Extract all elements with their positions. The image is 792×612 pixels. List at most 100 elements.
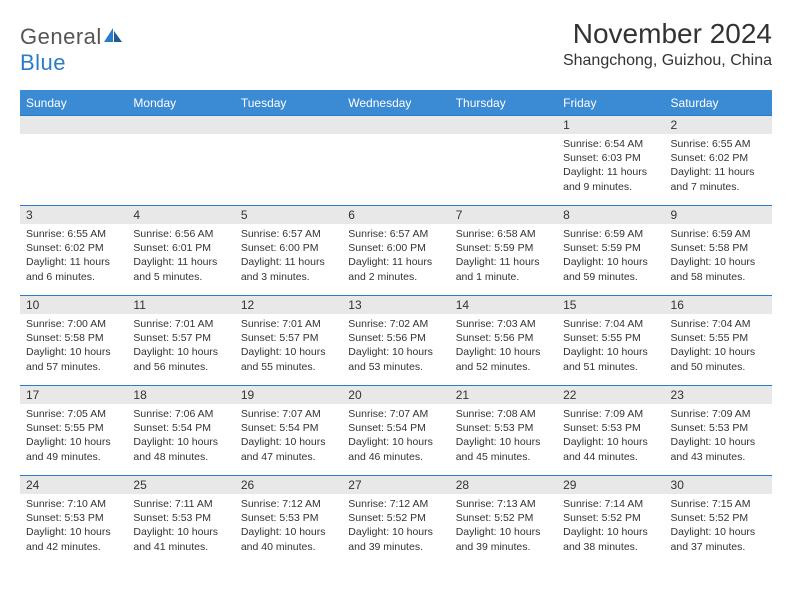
calendar-day-cell: 21Sunrise: 7:08 AMSunset: 5:53 PMDayligh… [450, 386, 557, 476]
calendar-day-cell: 11Sunrise: 7:01 AMSunset: 5:57 PMDayligh… [127, 296, 234, 386]
sunrise-text: Sunrise: 7:09 AM [563, 407, 658, 421]
day-number: 26 [235, 476, 342, 494]
brand-logo: GeneralBlue [20, 18, 124, 76]
daylight-text: Daylight: 10 hours and 56 minutes. [133, 345, 228, 373]
sunrise-text: Sunrise: 7:12 AM [348, 497, 443, 511]
day-details: Sunrise: 7:08 AMSunset: 5:53 PMDaylight:… [450, 404, 557, 468]
sunset-text: Sunset: 5:53 PM [241, 511, 336, 525]
sunrise-text: Sunrise: 6:57 AM [241, 227, 336, 241]
weekday-header: Friday [557, 91, 664, 116]
sunset-text: Sunset: 5:53 PM [26, 511, 121, 525]
day-number: 9 [665, 206, 772, 224]
calendar-day-cell: 26Sunrise: 7:12 AMSunset: 5:53 PMDayligh… [235, 476, 342, 566]
day-number: 1 [557, 116, 664, 134]
day-number: 23 [665, 386, 772, 404]
daylight-text: Daylight: 10 hours and 58 minutes. [671, 255, 766, 283]
sunset-text: Sunset: 5:55 PM [563, 331, 658, 345]
calendar-day-cell [450, 116, 557, 206]
sunset-text: Sunset: 5:54 PM [241, 421, 336, 435]
day-details: Sunrise: 6:59 AMSunset: 5:58 PMDaylight:… [665, 224, 772, 288]
calendar-day-cell: 2Sunrise: 6:55 AMSunset: 6:02 PMDaylight… [665, 116, 772, 206]
sunrise-text: Sunrise: 7:07 AM [241, 407, 336, 421]
daylight-text: Daylight: 10 hours and 45 minutes. [456, 435, 551, 463]
calendar-table: Sunday Monday Tuesday Wednesday Thursday… [20, 90, 772, 566]
header: GeneralBlue November 2024 Shangchong, Gu… [20, 18, 772, 76]
sunrise-text: Sunrise: 7:03 AM [456, 317, 551, 331]
day-number: 22 [557, 386, 664, 404]
sunrise-text: Sunrise: 7:00 AM [26, 317, 121, 331]
day-number: 16 [665, 296, 772, 314]
calendar-week-row: 24Sunrise: 7:10 AMSunset: 5:53 PMDayligh… [20, 476, 772, 566]
daylight-text: Daylight: 10 hours and 39 minutes. [456, 525, 551, 553]
sunset-text: Sunset: 6:01 PM [133, 241, 228, 255]
daylight-text: Daylight: 10 hours and 53 minutes. [348, 345, 443, 373]
day-number [450, 116, 557, 134]
sunset-text: Sunset: 5:53 PM [563, 421, 658, 435]
day-number: 29 [557, 476, 664, 494]
sunrise-text: Sunrise: 6:54 AM [563, 137, 658, 151]
daylight-text: Daylight: 11 hours and 9 minutes. [563, 165, 658, 193]
sunset-text: Sunset: 5:53 PM [671, 421, 766, 435]
day-details: Sunrise: 7:00 AMSunset: 5:58 PMDaylight:… [20, 314, 127, 378]
sunrise-text: Sunrise: 7:02 AM [348, 317, 443, 331]
day-details: Sunrise: 7:04 AMSunset: 5:55 PMDaylight:… [557, 314, 664, 378]
daylight-text: Daylight: 10 hours and 57 minutes. [26, 345, 121, 373]
daylight-text: Daylight: 10 hours and 41 minutes. [133, 525, 228, 553]
day-details: Sunrise: 7:11 AMSunset: 5:53 PMDaylight:… [127, 494, 234, 558]
sunset-text: Sunset: 6:03 PM [563, 151, 658, 165]
weekday-header: Wednesday [342, 91, 449, 116]
sunrise-text: Sunrise: 7:01 AM [241, 317, 336, 331]
sunrise-text: Sunrise: 7:05 AM [26, 407, 121, 421]
day-number: 24 [20, 476, 127, 494]
weekday-header: Thursday [450, 91, 557, 116]
day-details: Sunrise: 6:57 AMSunset: 6:00 PMDaylight:… [342, 224, 449, 288]
day-number: 5 [235, 206, 342, 224]
day-number: 20 [342, 386, 449, 404]
sunset-text: Sunset: 5:59 PM [456, 241, 551, 255]
sunset-text: Sunset: 5:57 PM [133, 331, 228, 345]
sunrise-text: Sunrise: 7:13 AM [456, 497, 551, 511]
calendar-day-cell: 10Sunrise: 7:00 AMSunset: 5:58 PMDayligh… [20, 296, 127, 386]
calendar-day-cell: 22Sunrise: 7:09 AMSunset: 5:53 PMDayligh… [557, 386, 664, 476]
daylight-text: Daylight: 10 hours and 37 minutes. [671, 525, 766, 553]
calendar-day-cell: 5Sunrise: 6:57 AMSunset: 6:00 PMDaylight… [235, 206, 342, 296]
daylight-text: Daylight: 11 hours and 1 minute. [456, 255, 551, 283]
sunset-text: Sunset: 5:54 PM [133, 421, 228, 435]
calendar-day-cell: 15Sunrise: 7:04 AMSunset: 5:55 PMDayligh… [557, 296, 664, 386]
day-details: Sunrise: 7:09 AMSunset: 5:53 PMDaylight:… [557, 404, 664, 468]
day-details: Sunrise: 7:14 AMSunset: 5:52 PMDaylight:… [557, 494, 664, 558]
day-number: 19 [235, 386, 342, 404]
day-number: 27 [342, 476, 449, 494]
day-details: Sunrise: 7:09 AMSunset: 5:53 PMDaylight:… [665, 404, 772, 468]
daylight-text: Daylight: 10 hours and 52 minutes. [456, 345, 551, 373]
sunset-text: Sunset: 5:52 PM [348, 511, 443, 525]
weekday-header-row: Sunday Monday Tuesday Wednesday Thursday… [20, 91, 772, 116]
calendar-day-cell: 13Sunrise: 7:02 AMSunset: 5:56 PMDayligh… [342, 296, 449, 386]
day-number: 21 [450, 386, 557, 404]
day-details: Sunrise: 7:02 AMSunset: 5:56 PMDaylight:… [342, 314, 449, 378]
sunrise-text: Sunrise: 7:11 AM [133, 497, 228, 511]
sunrise-text: Sunrise: 7:07 AM [348, 407, 443, 421]
daylight-text: Daylight: 10 hours and 42 minutes. [26, 525, 121, 553]
sunrise-text: Sunrise: 6:55 AM [671, 137, 766, 151]
day-number: 2 [665, 116, 772, 134]
calendar-week-row: 1 Sunrise: 6:54 AMSunset: 6:03 PMDaylight… [20, 116, 772, 206]
day-number: 7 [450, 206, 557, 224]
daylight-text: Daylight: 10 hours and 51 minutes. [563, 345, 658, 373]
daylight-text: Daylight: 10 hours and 40 minutes. [241, 525, 336, 553]
calendar-day-cell [342, 116, 449, 206]
sunrise-text: Sunrise: 7:04 AM [563, 317, 658, 331]
day-number: 4 [127, 206, 234, 224]
location: Shangchong, Guizhou, China [563, 52, 772, 70]
sunset-text: Sunset: 5:54 PM [348, 421, 443, 435]
day-number: 11 [127, 296, 234, 314]
sunrise-text: Sunrise: 6:55 AM [26, 227, 121, 241]
calendar-day-cell: 29Sunrise: 7:14 AMSunset: 5:52 PMDayligh… [557, 476, 664, 566]
title-block: November 2024 Shangchong, Guizhou, China [563, 18, 772, 70]
brand-name-gray: General [20, 24, 102, 49]
sunset-text: Sunset: 5:53 PM [456, 421, 551, 435]
day-number: 15 [557, 296, 664, 314]
day-number: 25 [127, 476, 234, 494]
day-number: 30 [665, 476, 772, 494]
day-number: 3 [20, 206, 127, 224]
